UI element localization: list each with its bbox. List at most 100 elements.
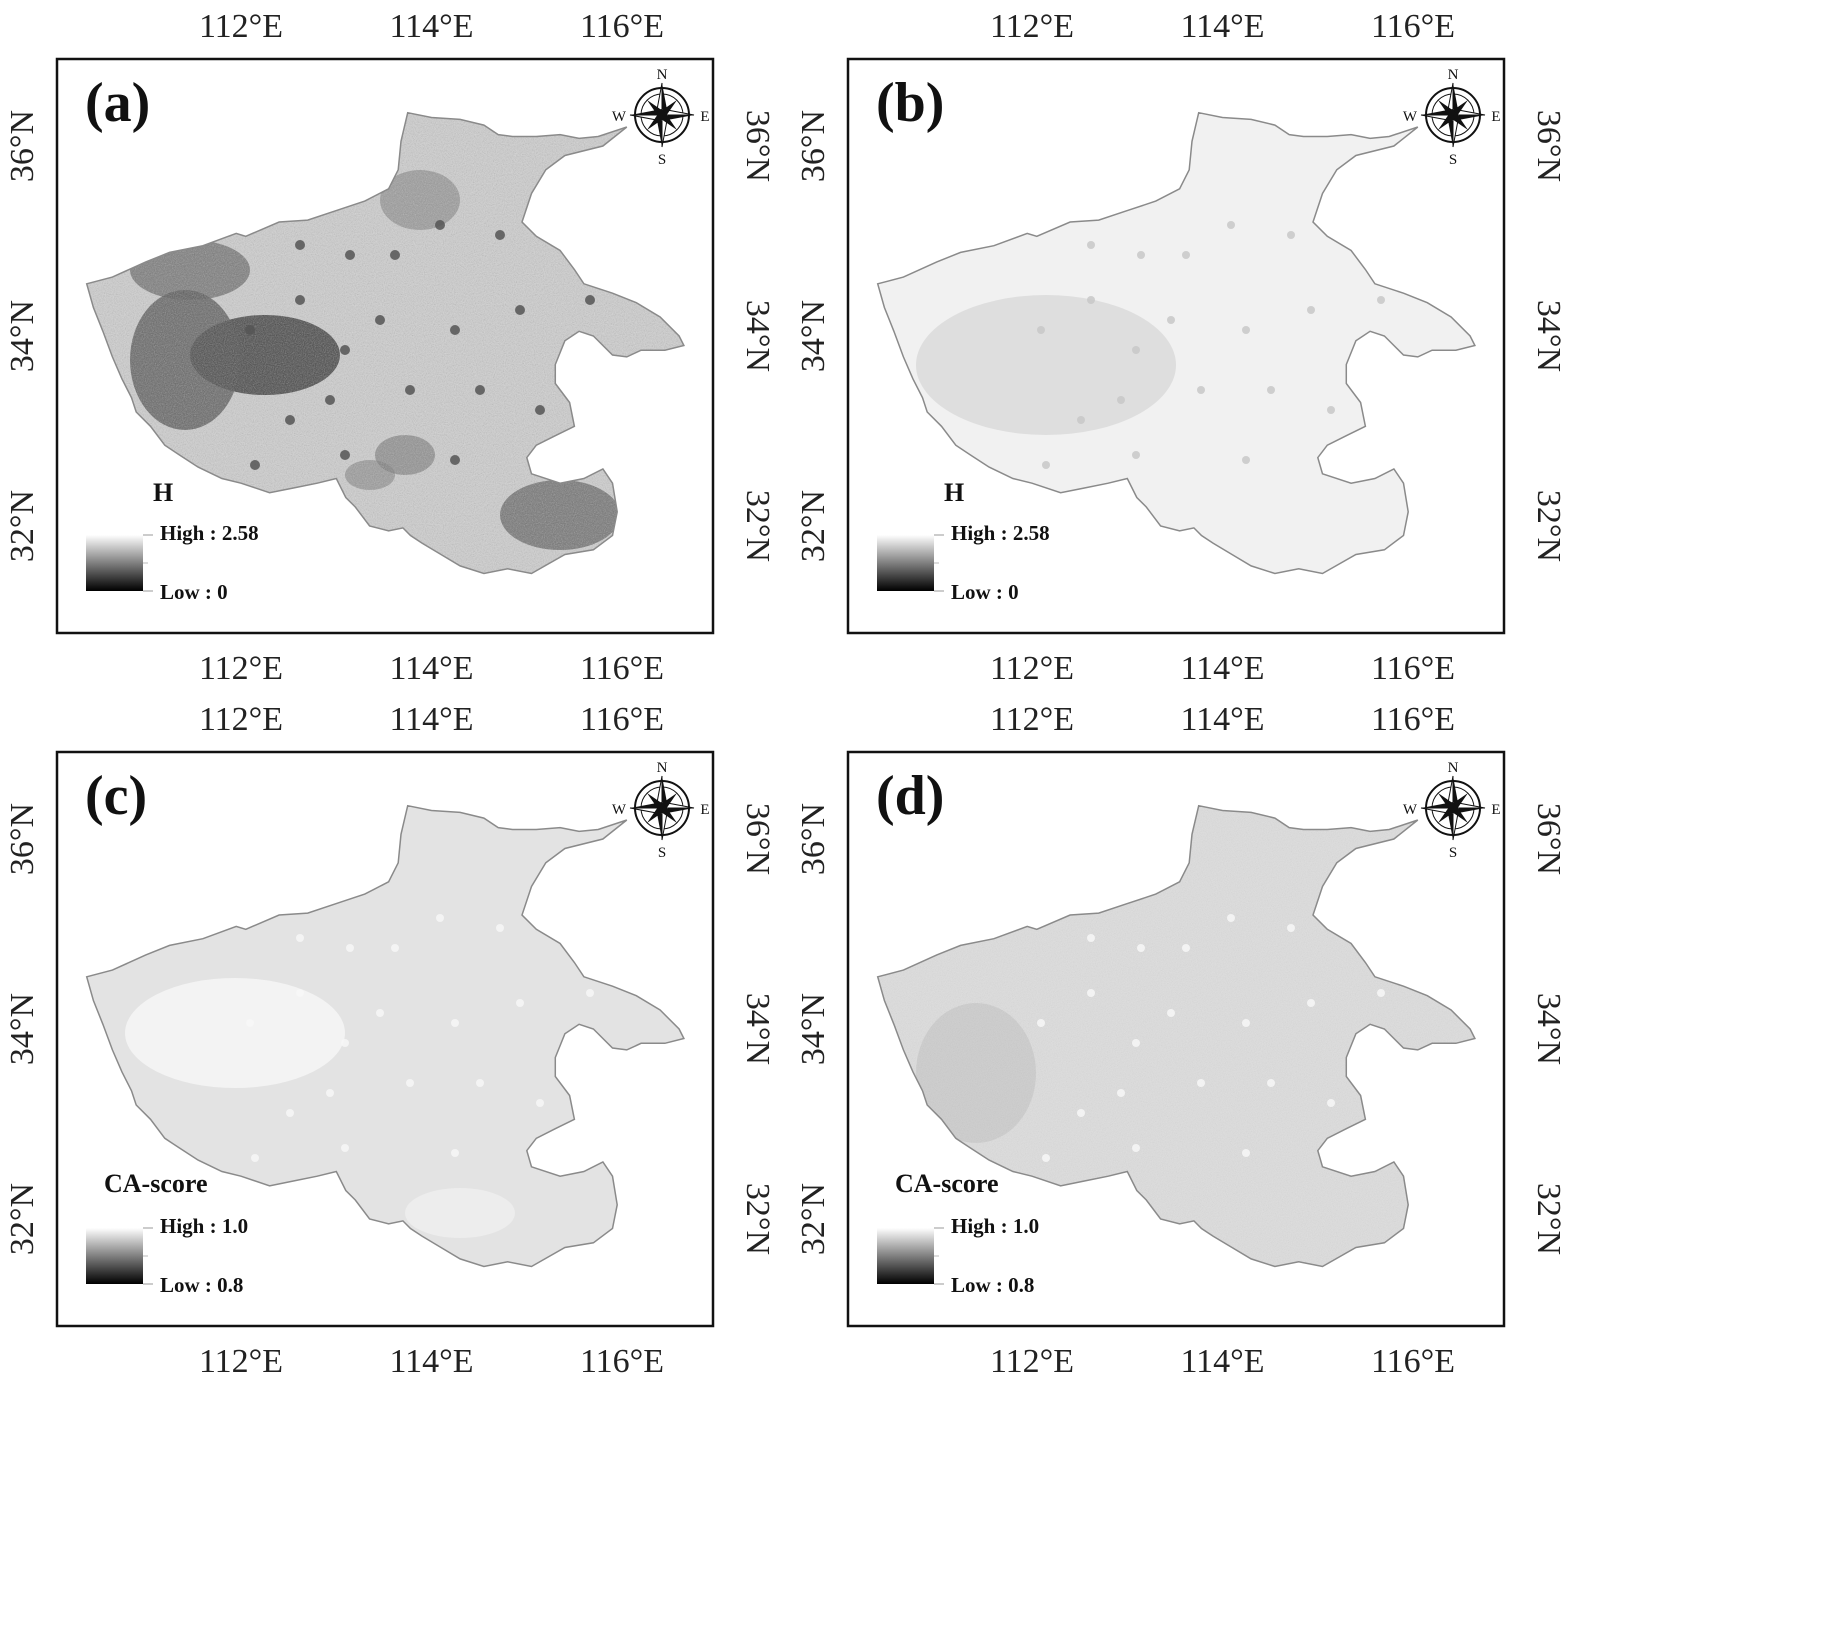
city-spot <box>1307 999 1315 1007</box>
compass-point <box>662 808 694 814</box>
city-spot <box>1327 1099 1335 1107</box>
lat-tick-right: 36°N <box>1530 803 1567 875</box>
lat-tick-right: 36°N <box>1530 110 1567 182</box>
lat-tick-left: 36°N <box>4 803 41 875</box>
lat-tick-right: 32°N <box>739 1183 776 1255</box>
city-spot <box>1087 241 1095 249</box>
lon-tick-bottom: 112°E <box>990 1343 1074 1380</box>
compass-west-label: W <box>612 802 627 818</box>
city-spot <box>346 944 354 952</box>
lon-tick-bottom: 116°E <box>580 650 664 687</box>
lat-tick-right: 32°N <box>1530 490 1567 562</box>
legend-low-label: Low : 0.8 <box>160 1273 243 1297</box>
legend-low-label: Low : 0.8 <box>951 1273 1034 1297</box>
lon-tick-bottom: 112°E <box>199 650 283 687</box>
compass-point <box>662 115 694 121</box>
city-spot <box>1327 406 1335 414</box>
city-spot <box>1042 1154 1050 1162</box>
city-spot <box>1242 1149 1250 1157</box>
lat-tick-right: 34°N <box>739 300 776 372</box>
panel-label: (b) <box>876 72 944 134</box>
city-spot <box>245 325 255 335</box>
city-spot <box>376 1009 384 1017</box>
lon-tick-bottom: 112°E <box>990 650 1074 687</box>
legend-color-ramp <box>877 1228 934 1284</box>
legend-low-label: Low : 0 <box>160 580 228 604</box>
legend-low-label: Low : 0 <box>951 580 1019 604</box>
lat-tick-left: 36°N <box>795 803 832 875</box>
province-boundary <box>85 111 685 575</box>
lon-tick-top: 112°E <box>199 701 283 738</box>
lon-tick-bottom: 116°E <box>580 1343 664 1380</box>
compass-point <box>1453 776 1459 808</box>
city-spot <box>1132 346 1140 354</box>
city-spot <box>535 405 545 415</box>
compass-rose-icon: N S E W <box>1403 67 1501 168</box>
panel-label: (d) <box>876 765 944 827</box>
compass-minor-point <box>1438 112 1456 130</box>
lat-tick-right: 34°N <box>1530 993 1567 1065</box>
city-spot <box>286 1109 294 1117</box>
city-spot <box>1267 1079 1275 1087</box>
map-panel-d: 112°E 112°E 114°E 114°E 116°E 116°E 36°N 36°N 34… <box>795 701 1567 1380</box>
legend-title: H <box>944 478 964 507</box>
city-spot <box>451 1149 459 1157</box>
lon-tick-top: 112°E <box>990 8 1074 45</box>
lon-tick-bottom: 114°E <box>389 650 473 687</box>
city-spot <box>586 989 594 997</box>
lon-tick-top: 116°E <box>1371 8 1455 45</box>
city-spot <box>1077 1109 1085 1117</box>
compass-north-label: N <box>657 67 668 83</box>
legend-title: CA-score <box>895 1169 998 1198</box>
compass-rose-icon: N S E W <box>612 760 710 861</box>
legend-title: H <box>153 478 173 507</box>
compass-point <box>630 802 662 808</box>
compass-west-label: W <box>1403 802 1418 818</box>
lon-tick-top: 114°E <box>389 8 473 45</box>
map-panel-b: 112°E 112°E 114°E 114°E 116°E 116°E 36°N 36°N 34… <box>795 8 1567 687</box>
compass-south-label: S <box>658 152 666 168</box>
compass-point <box>1453 83 1459 115</box>
city-spot <box>1182 251 1190 259</box>
city-spot <box>496 924 504 932</box>
city-spot <box>1242 1019 1250 1027</box>
city-spot <box>1182 944 1190 952</box>
compass-east-label: E <box>700 802 709 818</box>
lat-tick-left: 32°N <box>4 490 41 562</box>
map-panel-a: 112°E 112°E 114°E 114°E 116°E 116°E 36°N 36°N 34… <box>4 8 776 687</box>
city-spot <box>325 395 335 405</box>
compass-point <box>1453 808 1485 814</box>
lon-tick-top: 116°E <box>580 8 664 45</box>
city-spot <box>1242 456 1250 464</box>
lon-tick-top: 112°E <box>199 8 283 45</box>
lat-tick-left: 36°N <box>4 110 41 182</box>
city-spot <box>1227 914 1235 922</box>
compass-south-label: S <box>658 845 666 861</box>
compass-minor-point <box>1438 793 1456 811</box>
compass-point <box>630 109 662 115</box>
lon-tick-top: 112°E <box>990 701 1074 738</box>
city-spot <box>341 1039 349 1047</box>
city-spot <box>1087 989 1095 997</box>
province-boundary <box>85 804 685 1268</box>
city-spot <box>1167 1009 1175 1017</box>
city-spot <box>1287 924 1295 932</box>
compass-rose-icon: N S E W <box>612 67 710 168</box>
lon-tick-top: 114°E <box>1180 8 1264 45</box>
legend-high-label: High : 1.0 <box>951 1214 1039 1238</box>
map-panel-c: 112°E 112°E 114°E 114°E 116°E 116°E 36°N 36°N 34… <box>4 701 776 1380</box>
city-spot <box>436 914 444 922</box>
city-spot <box>295 295 305 305</box>
city-spot <box>405 385 415 395</box>
compass-east-label: E <box>1491 109 1500 125</box>
lat-tick-left: 34°N <box>4 993 41 1065</box>
province-boundary <box>876 111 1476 575</box>
lat-tick-left: 34°N <box>795 993 832 1065</box>
lat-tick-left: 34°N <box>4 300 41 372</box>
city-spot <box>295 240 305 250</box>
compass-point <box>1447 115 1453 147</box>
city-spot <box>345 250 355 260</box>
city-spot <box>251 1154 259 1162</box>
panel-label: (a) <box>85 72 150 134</box>
